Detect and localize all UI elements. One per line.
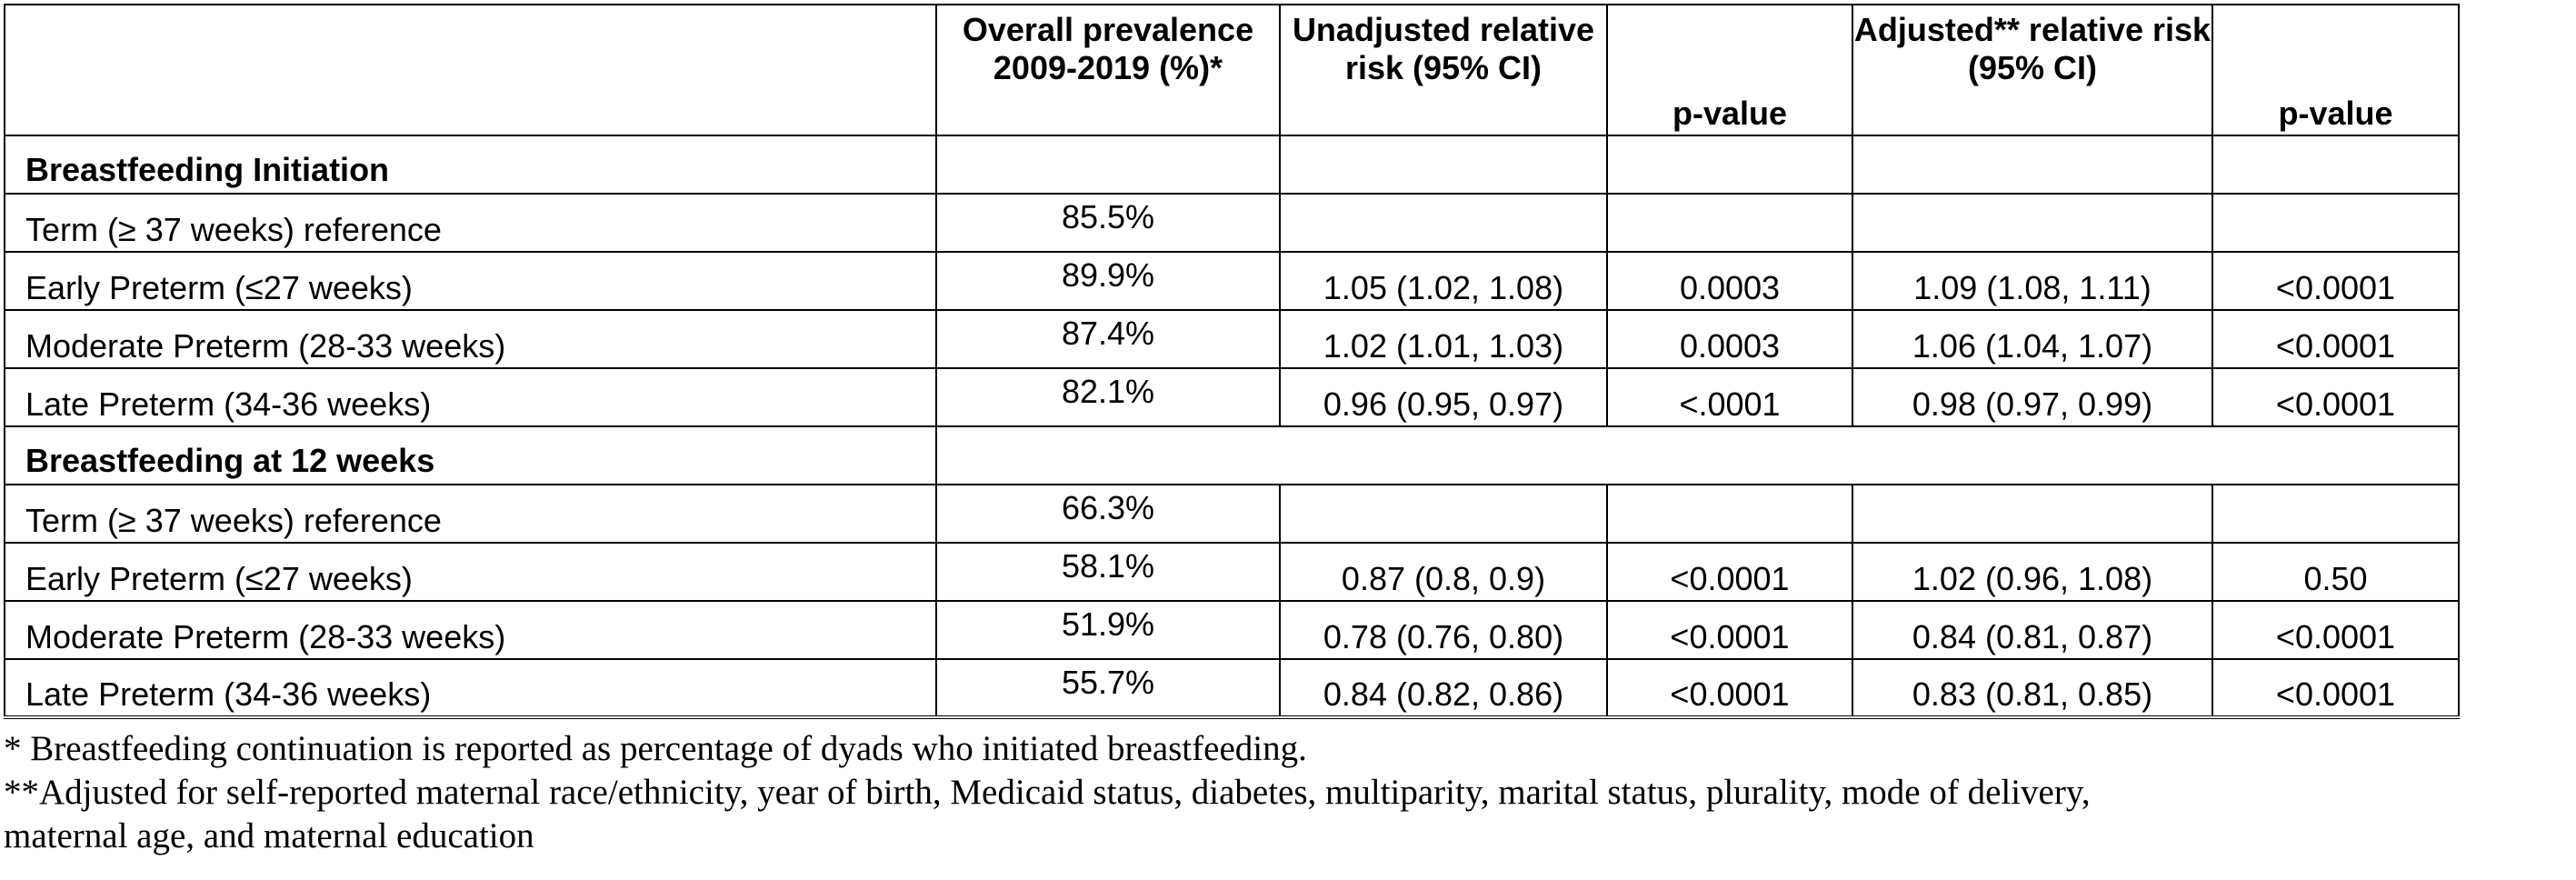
- empty-cell: [1279, 135, 1608, 195]
- unadjusted-rr: 0.78 (0.76, 0.80): [1279, 600, 1608, 660]
- header-overall-prevalence: Overall prevalence 2009-2019 (%)*: [935, 4, 1281, 136]
- p-value-adjusted: <0.0001: [2212, 251, 2460, 311]
- overall-prevalence: 85.5%: [935, 193, 1281, 253]
- adjusted-rr: 1.02 (0.96, 1.08): [1852, 542, 2213, 602]
- p-value-unadjusted: <.0001: [1606, 367, 1853, 427]
- unadjusted-rr: 0.96 (0.95, 0.97): [1279, 367, 1608, 427]
- adjusted-rr: 0.84 (0.81, 0.87): [1852, 600, 2213, 660]
- adjusted-rr: 1.09 (1.08, 1.11): [1852, 251, 2213, 311]
- overall-prevalence: 55.7%: [935, 658, 1281, 719]
- header-label: [4, 4, 937, 136]
- table-row: Moderate Preterm (28-33 weeks) 51.9% 0.7…: [4, 600, 2460, 660]
- p-value-unadjusted: 0.0003: [1606, 251, 1853, 311]
- row-label: Early Preterm (≤27 weeks): [4, 542, 937, 602]
- empty-cell: [1852, 135, 2213, 195]
- table-row: Term (≥ 37 weeks) reference 66.3%: [4, 484, 2460, 544]
- header-unadjusted-rr: Unadjusted relative risk (95% CI): [1279, 4, 1608, 136]
- row-label: Late Preterm (34-36 weeks): [4, 658, 937, 719]
- footnotes: * Breastfeeding continuation is reported…: [4, 727, 2572, 858]
- row-label: Late Preterm (34-36 weeks): [4, 367, 937, 427]
- table-row: Early Preterm (≤27 weeks) 89.9% 1.05 (1.…: [4, 251, 2460, 311]
- row-label: Moderate Preterm (28-33 weeks): [4, 600, 937, 660]
- p-value-adjusted: [2212, 484, 2460, 544]
- p-value-unadjusted: <0.0001: [1606, 658, 1853, 719]
- header-adjusted-rr: Adjusted** relative risk (95% CI): [1852, 4, 2213, 136]
- unadjusted-rr: [1279, 193, 1608, 253]
- header-p-value-unadjusted: p-value: [1606, 4, 1853, 136]
- unadjusted-rr: 0.84 (0.82, 0.86): [1279, 658, 1608, 719]
- p-value-unadjusted: <0.0001: [1606, 600, 1853, 660]
- section-title: Breastfeeding Initiation: [4, 135, 937, 195]
- footnote-prevalence: * Breastfeeding continuation is reported…: [4, 729, 1307, 768]
- p-value-adjusted: [2212, 193, 2460, 253]
- row-label: Term (≥ 37 weeks) reference: [4, 193, 937, 253]
- p-value-adjusted: <0.0001: [2212, 309, 2460, 369]
- row-label: Term (≥ 37 weeks) reference: [4, 484, 937, 544]
- table-row: Late Preterm (34-36 weeks) 55.7% 0.84 (0…: [4, 658, 2460, 719]
- overall-prevalence: 87.4%: [935, 309, 1281, 369]
- table-row: Late Preterm (34-36 weeks) 82.1% 0.96 (0…: [4, 367, 2460, 427]
- adjusted-rr: 1.06 (1.04, 1.07): [1852, 309, 2213, 369]
- section-row: Breastfeeding at 12 weeks: [4, 425, 2460, 485]
- results-table: Overall prevalence 2009-2019 (%)* Unadju…: [4, 4, 2460, 719]
- header-row: Overall prevalence 2009-2019 (%)* Unadju…: [4, 4, 2460, 136]
- footnote-adjustment-line-1: **Adjusted for self-reported maternal ra…: [4, 773, 2091, 812]
- p-value-unadjusted: 0.0003: [1606, 309, 1853, 369]
- section-title: Breastfeeding at 12 weeks: [4, 425, 937, 485]
- unadjusted-rr: 1.02 (1.01, 1.03): [1279, 309, 1608, 369]
- p-value-adjusted: <0.0001: [2212, 658, 2460, 719]
- footnote-adjustment-line-2: maternal age, and maternal education: [4, 816, 534, 855]
- overall-prevalence: 89.9%: [935, 251, 1281, 311]
- overall-prevalence: 58.1%: [935, 542, 1281, 602]
- table-row: Moderate Preterm (28-33 weeks) 87.4% 1.0…: [4, 309, 2460, 369]
- adjusted-rr: [1852, 193, 2213, 253]
- table-row: Early Preterm (≤27 weeks) 58.1% 0.87 (0.…: [4, 542, 2460, 602]
- empty-cell: [2212, 135, 2460, 195]
- p-value-adjusted: 0.50: [2212, 542, 2460, 602]
- empty-cell: [1606, 135, 1853, 195]
- unadjusted-rr: 1.05 (1.02, 1.08): [1279, 251, 1608, 311]
- adjusted-rr: 0.83 (0.81, 0.85): [1852, 658, 2213, 719]
- p-value-unadjusted: [1606, 484, 1853, 544]
- empty-cell: [935, 135, 1281, 195]
- overall-prevalence: 51.9%: [935, 600, 1281, 660]
- section-row: Breastfeeding Initiation: [4, 135, 2460, 195]
- table-row: Term (≥ 37 weeks) reference 85.5%: [4, 193, 2460, 253]
- empty-cell: [935, 425, 2460, 485]
- p-value-adjusted: <0.0001: [2212, 367, 2460, 427]
- row-label: Early Preterm (≤27 weeks): [4, 251, 937, 311]
- p-value-adjusted: <0.0001: [2212, 600, 2460, 660]
- adjusted-rr: [1852, 484, 2213, 544]
- overall-prevalence: 82.1%: [935, 367, 1281, 427]
- overall-prevalence: 66.3%: [935, 484, 1281, 544]
- adjusted-rr: 0.98 (0.97, 0.99): [1852, 367, 2213, 427]
- p-value-unadjusted: <0.0001: [1606, 542, 1853, 602]
- header-p-value-adjusted: p-value: [2212, 4, 2460, 136]
- unadjusted-rr: [1279, 484, 1608, 544]
- unadjusted-rr: 0.87 (0.8, 0.9): [1279, 542, 1608, 602]
- p-value-unadjusted: [1606, 193, 1853, 253]
- row-label: Moderate Preterm (28-33 weeks): [4, 309, 937, 369]
